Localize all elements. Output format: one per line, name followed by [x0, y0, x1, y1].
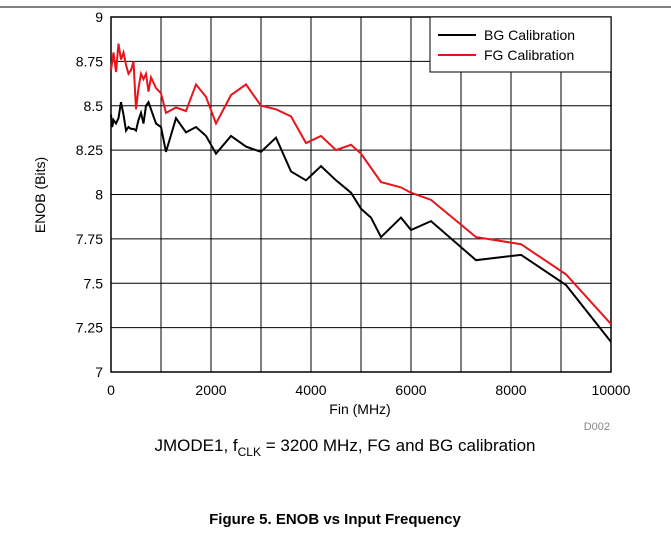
- y-tick-label: 7.75: [76, 231, 103, 247]
- y-tick-label: 7.25: [76, 320, 103, 336]
- x-tick-label: 8000: [495, 382, 526, 398]
- y-tick-label: 9: [95, 9, 103, 25]
- series-line: [110, 100, 612, 343]
- y-tick-label: 8.25: [76, 142, 103, 158]
- y-tick-label: 8.5: [84, 98, 104, 114]
- x-tick-label: 6000: [395, 382, 426, 398]
- figure-id: D002: [584, 421, 610, 433]
- caption-text: = 3200 MHz, FG and BG calibration: [261, 436, 536, 455]
- x-axis-label: Fin (MHz): [329, 401, 390, 417]
- caption-text: JMODE1, f: [155, 436, 238, 455]
- x-tick-label: 2000: [195, 382, 226, 398]
- x-tick-label: 0: [107, 382, 115, 398]
- legend-label: FG Calibration: [484, 47, 574, 63]
- x-tick-label: 10000: [592, 382, 631, 398]
- y-tick-label: 8.75: [76, 53, 103, 69]
- figure-title: Figure 5. ENOB vs Input Frequency: [209, 511, 461, 528]
- plot-frame: [110, 16, 612, 373]
- y-tick-label: 7: [95, 364, 103, 380]
- y-tick-label: 8: [95, 187, 103, 203]
- y-tick-label: 7.5: [84, 275, 104, 291]
- legend-label: BG Calibration: [484, 27, 575, 43]
- y-axis-label: ENOB (Bits): [32, 157, 48, 233]
- series-line: [110, 43, 612, 325]
- caption-sub: CLK: [238, 445, 261, 459]
- x-tick-label: 4000: [295, 382, 326, 398]
- legend-box: [429, 16, 612, 73]
- caption: JMODE1, fCLK = 3200 MHz, FG and BG calib…: [155, 436, 536, 459]
